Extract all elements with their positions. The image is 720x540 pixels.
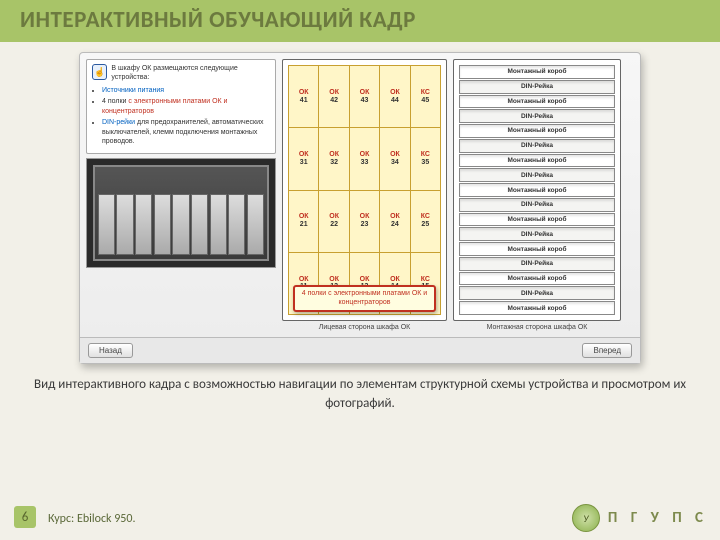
- card-slot[interactable]: ОК33: [350, 128, 380, 189]
- back-button[interactable]: Назад: [88, 343, 133, 358]
- din-rail[interactable]: DIN-Рейка: [459, 80, 615, 94]
- info-bullet: Источники питания: [102, 86, 270, 95]
- app-body: ☝ В шкафу ОК размещаются следующие устро…: [80, 53, 640, 337]
- card-slot[interactable]: ОК41: [289, 66, 319, 127]
- card-slot[interactable]: ОК31: [289, 128, 319, 189]
- front-panel-caption: Лицевая сторона шкафа ОК: [282, 324, 447, 331]
- brand: У П Г У П С: [572, 504, 708, 532]
- callout-label: 4 полки с электронными платами ОК и конц…: [293, 285, 436, 312]
- equipment-photo[interactable]: [86, 158, 276, 268]
- card-slot[interactable]: ОК24: [380, 191, 410, 252]
- card-slot[interactable]: КС25: [411, 191, 440, 252]
- pointer-icon: ☝: [92, 64, 107, 80]
- cable-duct[interactable]: Монтажный короб: [459, 124, 615, 138]
- front-panel[interactable]: ОК41ОК42ОК43ОК44КС45ОК31ОК32ОК33ОК34КС35…: [282, 59, 447, 321]
- cable-duct[interactable]: Монтажный короб: [459, 95, 615, 109]
- mounting-panel[interactable]: Монтажный коробDIN-РейкаМонтажный коробD…: [453, 59, 621, 321]
- info-bullet: DIN-рейки для предохранителей, автоматич…: [102, 118, 270, 146]
- din-rail[interactable]: DIN-Рейка: [459, 198, 615, 212]
- card-slot[interactable]: ОК44: [380, 66, 410, 127]
- cable-duct[interactable]: Монтажный короб: [459, 301, 615, 315]
- card-slot[interactable]: ОК34: [380, 128, 410, 189]
- page-number: 6: [14, 506, 36, 528]
- course-label: Курс: Ebilock 950.: [48, 512, 136, 526]
- brand-text: П Г У П С: [608, 509, 708, 527]
- din-rail[interactable]: DIN-Рейка: [459, 227, 615, 241]
- slide-caption: Вид интерактивного кадра с возможностью …: [30, 376, 690, 414]
- cable-duct[interactable]: Монтажный короб: [459, 183, 615, 197]
- card-slot[interactable]: КС35: [411, 128, 440, 189]
- slide-footer: 6 Курс: Ebilock 950. У П Г У П С: [0, 498, 720, 540]
- din-rail[interactable]: DIN-Рейка: [459, 139, 615, 153]
- cable-duct[interactable]: Монтажный короб: [459, 154, 615, 168]
- card-shelves[interactable]: ОК41ОК42ОК43ОК44КС45ОК31ОК32ОК33ОК34КС35…: [288, 65, 441, 315]
- cable-duct[interactable]: Монтажный короб: [459, 213, 615, 227]
- card-slot[interactable]: ОК22: [319, 191, 349, 252]
- din-rail[interactable]: DIN-Рейка: [459, 257, 615, 271]
- info-bullets: Источники питания 4 полки с электронными …: [92, 86, 270, 147]
- card-slot[interactable]: ОК23: [350, 191, 380, 252]
- cable-duct[interactable]: Монтажный короб: [459, 65, 615, 79]
- front-panel-column: ОК41ОК42ОК43ОК44КС45ОК31ОК32ОК33ОК34КС35…: [282, 59, 447, 331]
- card-slot[interactable]: ОК43: [350, 66, 380, 127]
- mounting-panel-caption: Монтажная сторона шкафа ОК: [453, 324, 621, 331]
- din-rail[interactable]: DIN-Рейка: [459, 168, 615, 182]
- page-title: ИНТЕРАКТИВНЫЙ ОБУЧАЮЩИЙ КАДР: [20, 6, 700, 34]
- card-slot[interactable]: ОК42: [319, 66, 349, 127]
- info-lead: В шкафу ОК размещаются следующие устройс…: [111, 64, 270, 83]
- slide: ИНТЕРАКТИВНЫЙ ОБУЧАЮЩИЙ КАДР ☝ В шкафу О…: [0, 0, 720, 540]
- info-box: ☝ В шкафу ОК размещаются следующие устро…: [86, 59, 276, 154]
- app-footer: Назад Вперед: [80, 337, 640, 363]
- card-slot[interactable]: ОК32: [319, 128, 349, 189]
- din-rail[interactable]: DIN-Рейка: [459, 109, 615, 123]
- info-bullet: 4 полки с электронными платами ОК и конц…: [102, 97, 270, 116]
- left-column: ☝ В шкафу ОК размещаются следующие устро…: [86, 59, 276, 331]
- forward-button[interactable]: Вперед: [582, 343, 632, 358]
- shelf-row[interactable]: ОК41ОК42ОК43ОК44КС45: [289, 66, 440, 128]
- brand-logo-icon: У: [572, 504, 600, 532]
- title-bar: ИНТЕРАКТИВНЫЙ ОБУЧАЮЩИЙ КАДР: [0, 0, 720, 42]
- card-slot[interactable]: КС45: [411, 66, 440, 127]
- din-rail[interactable]: DIN-Рейка: [459, 286, 615, 300]
- card-slot[interactable]: ОК21: [289, 191, 319, 252]
- din-rails[interactable]: Монтажный коробDIN-РейкаМонтажный коробD…: [459, 65, 615, 315]
- mounting-panel-column: Монтажный коробDIN-РейкаМонтажный коробD…: [453, 59, 621, 331]
- shelf-row[interactable]: ОК31ОК32ОК33ОК34КС35: [289, 128, 440, 190]
- shelf-row[interactable]: ОК21ОК22ОК23ОК24КС25: [289, 191, 440, 253]
- interactive-frame-window: ☝ В шкафу ОК размещаются следующие устро…: [79, 52, 641, 364]
- cable-duct[interactable]: Монтажный короб: [459, 242, 615, 256]
- cable-duct[interactable]: Монтажный короб: [459, 272, 615, 286]
